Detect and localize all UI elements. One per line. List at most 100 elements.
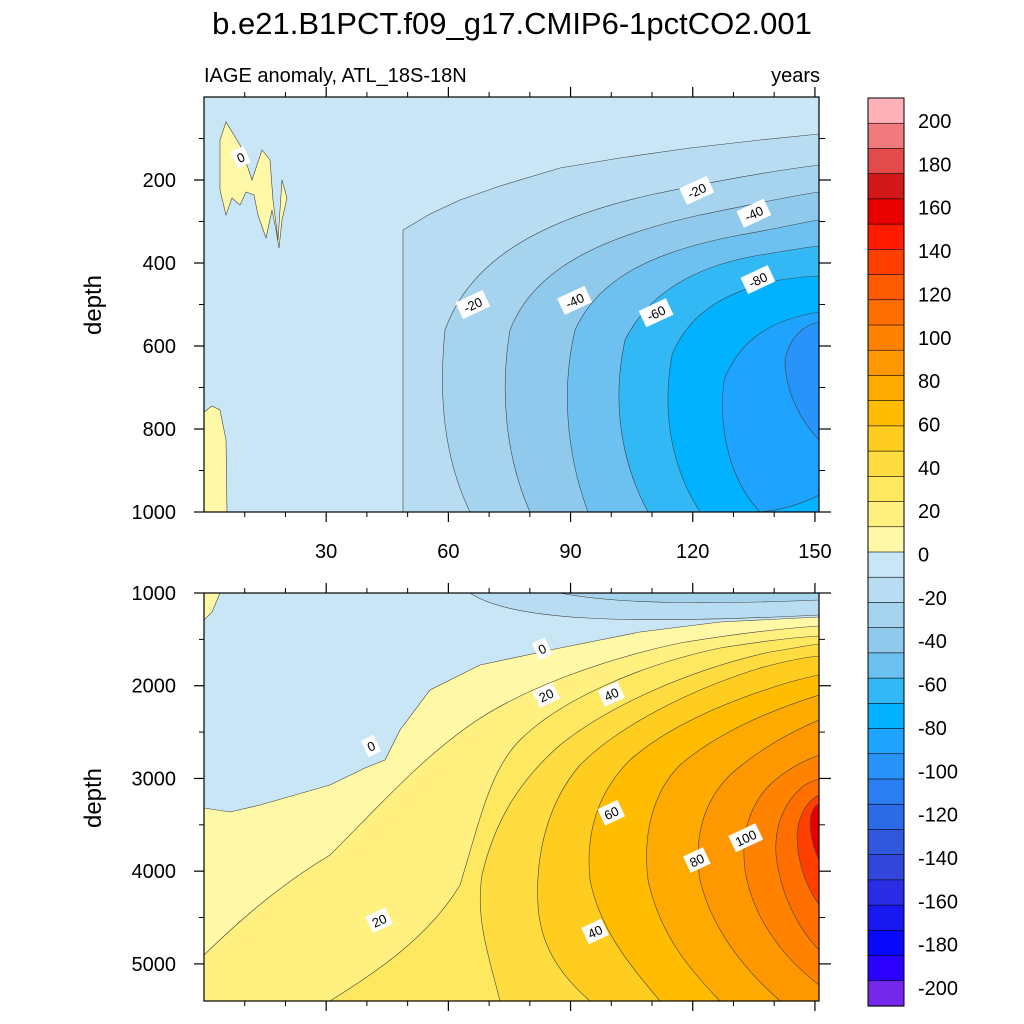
- colorbar-swatch: [867, 728, 905, 755]
- colorbar: [867, 97, 905, 1007]
- panel-subtitle-left: IAGE anomaly, ATL_18S-18N: [204, 65, 467, 87]
- contour-label-bg: [638, 298, 674, 328]
- colorbar-label: -60: [918, 675, 947, 697]
- contour-label-bg: [360, 734, 382, 758]
- contour-label: 60: [597, 799, 626, 826]
- x-tick-label: 120: [676, 541, 709, 563]
- upper-contour-labels: 0 -20 -40 -60 -80 -20 -40: [230, 146, 776, 328]
- contour-label-bg: [736, 198, 772, 228]
- colorbar-swatch: [867, 627, 905, 654]
- fill-level: [559, 593, 819, 604]
- colorbar-frame: [867, 97, 905, 1007]
- colorbar-swatch: [867, 97, 905, 124]
- colorbar-swatch: [867, 148, 905, 175]
- lower-panel: 1000 2000 3000 4000 5000 0 20 40 0 60 80 100 20 40 d…: [80, 583, 831, 1011]
- colorbar-swatch: [867, 854, 905, 881]
- colorbar-swatch: [867, 324, 905, 351]
- contour-label-text: 20: [370, 911, 389, 931]
- contour-label-bg: [531, 637, 553, 660]
- lower-contour-fills: [204, 593, 819, 1001]
- colorbar-swatch: [867, 173, 905, 200]
- contour-label-bg: [455, 290, 491, 319]
- colorbar-swatch: [867, 501, 905, 528]
- upper-contour-fills: [204, 97, 819, 512]
- upper-axis-ticks: 30 60 90 120 150 200 400 600 800 1000: [132, 87, 832, 563]
- contour-label: 80: [683, 847, 711, 873]
- fill-level: [810, 803, 819, 861]
- contour-label: 0: [230, 146, 251, 169]
- figure-title: b.e21.B1PCT.f09_g17.CMIP6-1pctCO2.001: [212, 6, 812, 41]
- lower-y-axis-label: depth: [80, 768, 107, 828]
- contour-label-bg: [532, 682, 560, 708]
- colorbar-swatch: [867, 930, 905, 957]
- contour-label-text: -20: [685, 180, 708, 202]
- colorbar-swatch: [867, 703, 905, 730]
- colorbar-swatch: [867, 602, 905, 629]
- colorbar-swatch: [867, 576, 905, 604]
- contour-label-bg: [581, 918, 609, 945]
- y-tick-label: 400: [143, 253, 176, 275]
- contour-label-text: 40: [585, 922, 604, 942]
- colorbar-label: 80: [918, 371, 940, 393]
- colorbar-swatch: [867, 223, 905, 250]
- contour-label-text: 20: [537, 686, 556, 706]
- contour-label-text: -40: [563, 290, 586, 312]
- colorbar-swatch: [867, 198, 905, 225]
- contour-label: -60: [638, 298, 674, 328]
- colorbar-label: -200: [918, 978, 958, 1000]
- upper-panel: 30 60 90 120 150 200 400 600 800 1000 0 -20 -40 -60 -…: [80, 87, 832, 563]
- colorbar-swatch: [867, 955, 905, 982]
- y-tick-label: 1000: [132, 502, 177, 524]
- contour-label: -40: [736, 198, 772, 228]
- colorbar-label: -140: [918, 848, 958, 870]
- x-tick-label: 30: [315, 541, 337, 563]
- contour-label: 0: [360, 734, 382, 758]
- colorbar-swatch: [867, 122, 905, 150]
- contour-label-bg: [597, 681, 626, 707]
- colorbar-label: 200: [918, 111, 951, 133]
- y-tick-label: 200: [143, 170, 176, 192]
- colorbar-label: 40: [918, 458, 940, 480]
- colorbar-swatch: [867, 829, 905, 856]
- lower-plot-frame: [203, 592, 820, 1002]
- y-tick-label: 1000: [132, 583, 177, 605]
- contour-label-text: 60: [602, 803, 621, 823]
- colorbar-label: 140: [918, 241, 951, 263]
- contour-label: 40: [581, 918, 609, 945]
- contour-label-bg: [683, 847, 711, 873]
- contour-label-bg: [728, 823, 764, 853]
- contour-label: 100: [728, 823, 764, 853]
- upper-y-axis-label: depth: [80, 275, 107, 335]
- colorbar-label: 0: [918, 545, 929, 567]
- y-tick-label: 800: [143, 419, 176, 441]
- colorbar-label: 20: [918, 501, 940, 523]
- contour-label-text: 40: [602, 685, 621, 705]
- contour-label: 40: [597, 681, 626, 707]
- fill-level: [204, 593, 221, 621]
- y-tick-label: 600: [143, 336, 176, 358]
- x-tick-label: 150: [798, 541, 831, 563]
- colorbar-label: -160: [918, 891, 958, 913]
- contour-label: 20: [532, 682, 560, 708]
- colorbar-label: -180: [918, 935, 958, 957]
- colorbar-swatch: [867, 476, 905, 503]
- colorbar-label: 100: [918, 328, 951, 350]
- colorbar-label: 160: [918, 198, 951, 220]
- colorbar-label: -80: [918, 718, 947, 740]
- contour-label-bg: [230, 146, 251, 169]
- colorbar-swatch: [867, 753, 905, 780]
- contour-label: -80: [740, 265, 776, 295]
- contour-label-bg: [365, 907, 393, 934]
- contour-label-bg: [597, 799, 626, 826]
- colorbar-swatch: [867, 450, 905, 477]
- contour-label-text: -20: [461, 294, 484, 316]
- x-tick-label: 60: [437, 541, 459, 563]
- colorbar-label: 120: [918, 284, 951, 306]
- colorbar-swatch: [867, 274, 905, 301]
- colorbar-swatch: [867, 677, 905, 704]
- colorbar-label: -120: [918, 805, 958, 827]
- lower-contour-labels: 0 20 40 0 60 80 100 20 40: [360, 637, 764, 945]
- contour-label-text: 80: [687, 851, 706, 871]
